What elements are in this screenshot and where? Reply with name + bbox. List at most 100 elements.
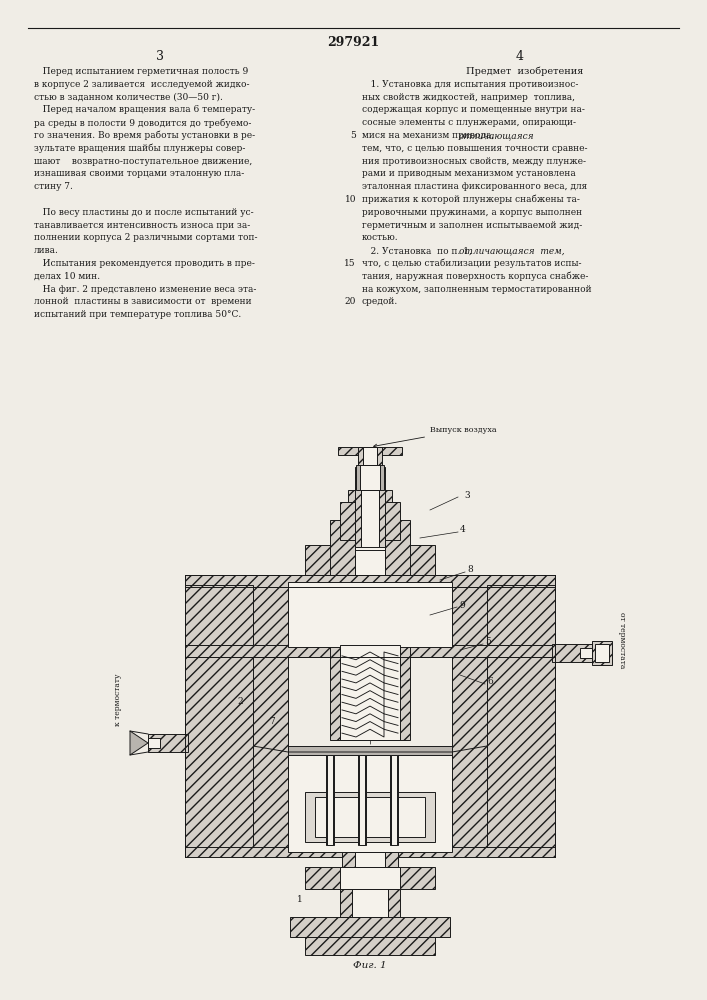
Bar bbox=[288, 582, 452, 647]
Text: отличающаяся: отличающаяся bbox=[459, 131, 534, 140]
Bar bbox=[185, 657, 253, 852]
Bar bbox=[452, 657, 487, 852]
Bar bbox=[355, 520, 385, 550]
Text: танавливается интенсивность износа при за-: танавливается интенсивность износа при з… bbox=[34, 221, 250, 230]
Text: Фиг. 1: Фиг. 1 bbox=[354, 960, 387, 970]
Text: испытаний при температуре топлива 50°С.: испытаний при температуре топлива 50°С. bbox=[34, 310, 241, 319]
Text: Перед испытанием герметичная полость 9: Перед испытанием герметичная полость 9 bbox=[34, 67, 248, 76]
Bar bbox=[288, 752, 452, 852]
Text: 7: 7 bbox=[269, 718, 275, 726]
Bar bbox=[330, 520, 355, 575]
Text: мися на механизм привода,: мися на механизм привода, bbox=[362, 131, 497, 140]
Text: полнении корпуса 2 различными сортами топ-: полнении корпуса 2 различными сортами то… bbox=[34, 233, 257, 242]
Bar bbox=[355, 852, 385, 867]
Bar bbox=[358, 755, 366, 845]
Text: 3: 3 bbox=[156, 50, 164, 64]
Bar bbox=[305, 937, 435, 955]
Text: стью в заданном количестве (30—50 г).: стью в заданном количестве (30—50 г). bbox=[34, 93, 223, 102]
Bar bbox=[338, 447, 402, 455]
Bar bbox=[148, 738, 160, 748]
Text: 4: 4 bbox=[460, 526, 466, 534]
Text: на кожухом, заполненным термостатированной: на кожухом, заполненным термостатированн… bbox=[362, 285, 592, 294]
Text: рами и приводным механизмом установлена: рами и приводным механизмом установлена bbox=[362, 169, 575, 178]
Bar bbox=[359, 755, 365, 845]
Bar bbox=[388, 889, 400, 917]
Text: ра среды в полости 9 доводится до требуемо-: ра среды в полости 9 доводится до требуе… bbox=[34, 118, 252, 128]
Bar bbox=[326, 755, 334, 845]
Text: 4: 4 bbox=[516, 50, 524, 64]
Text: костью.: костью. bbox=[362, 233, 399, 242]
Text: Испытания рекомендуется проводить в пре-: Испытания рекомендуется проводить в пре- bbox=[34, 259, 255, 268]
Bar bbox=[305, 867, 435, 889]
Text: герметичным и заполнен испытываемой жид-: герметичным и заполнен испытываемой жид- bbox=[362, 221, 583, 230]
Bar bbox=[452, 582, 487, 647]
Text: рировочными пружинами, а корпус выполнен: рировочными пружинами, а корпус выполнен bbox=[362, 208, 582, 217]
Bar bbox=[185, 847, 555, 857]
Bar bbox=[385, 852, 398, 867]
Bar bbox=[383, 502, 400, 540]
Text: 297921: 297921 bbox=[327, 35, 379, 48]
Text: эталонная пластина фиксированного веса, для: эталонная пластина фиксированного веса, … bbox=[362, 182, 588, 191]
Text: средой.: средой. bbox=[362, 297, 398, 306]
Bar bbox=[305, 545, 355, 575]
Text: тания, наружная поверхность корпуса снабже-: тания, наружная поверхность корпуса снаб… bbox=[362, 272, 588, 281]
Text: отличающаяся  тем,: отличающаяся тем, bbox=[459, 246, 564, 255]
Bar bbox=[253, 582, 288, 647]
Text: Предмет  изобретения: Предмет изобретения bbox=[467, 67, 584, 77]
Bar bbox=[363, 447, 377, 465]
Text: 8: 8 bbox=[467, 566, 473, 574]
Bar bbox=[185, 575, 555, 587]
Text: содержащая корпус и помещенные внутри на-: содержащая корпус и помещенные внутри на… bbox=[362, 105, 585, 114]
Bar bbox=[290, 917, 450, 937]
Text: изнашивая своими торцами эталонную пла-: изнашивая своими торцами эталонную пла- bbox=[34, 169, 244, 178]
Text: лива.: лива. bbox=[34, 246, 59, 255]
Text: от термостата: от термостата bbox=[618, 612, 626, 668]
Text: 1. Установка для испытания противоизнос-: 1. Установка для испытания противоизнос- bbox=[362, 80, 578, 89]
Text: 20: 20 bbox=[344, 297, 356, 306]
Bar bbox=[487, 657, 555, 852]
Text: На фиг. 2 представлено изменение веса эта-: На фиг. 2 представлено изменение веса эт… bbox=[34, 285, 257, 294]
Text: ных свойств жидкостей, например  топлива,: ных свойств жидкостей, например топлива, bbox=[362, 93, 575, 102]
Bar bbox=[185, 645, 555, 657]
Text: в корпусе 2 заливается  исследуемой жидко-: в корпусе 2 заливается исследуемой жидко… bbox=[34, 80, 250, 89]
Text: делах 10 мин.: делах 10 мин. bbox=[34, 272, 100, 281]
Bar bbox=[580, 648, 592, 658]
Text: тем, что, с целью повышения точности сравне-: тем, что, с целью повышения точности сра… bbox=[362, 144, 588, 153]
Text: к термостату: к термостату bbox=[114, 674, 122, 726]
Bar bbox=[385, 545, 435, 575]
Text: 5: 5 bbox=[485, 638, 491, 647]
Bar bbox=[288, 746, 452, 755]
Text: Перед началом вращения вала 6 температу-: Перед началом вращения вала 6 температу- bbox=[34, 105, 255, 114]
Bar bbox=[360, 465, 380, 490]
Polygon shape bbox=[130, 731, 148, 755]
Bar bbox=[487, 585, 555, 645]
Bar bbox=[357, 502, 383, 540]
Text: 1: 1 bbox=[297, 896, 303, 904]
Text: 2: 2 bbox=[237, 698, 243, 706]
Bar bbox=[595, 644, 609, 662]
Bar bbox=[253, 657, 288, 852]
Bar bbox=[592, 641, 612, 665]
Text: ния противоизносных свойств, между плунже-: ния противоизносных свойств, между плунж… bbox=[362, 157, 586, 166]
Text: 5: 5 bbox=[350, 131, 356, 140]
Bar bbox=[552, 644, 592, 662]
Bar bbox=[340, 867, 400, 889]
Bar bbox=[327, 755, 333, 845]
Bar bbox=[379, 467, 385, 547]
Text: стину 7.: стину 7. bbox=[34, 182, 73, 191]
Bar bbox=[315, 797, 425, 837]
Bar bbox=[305, 792, 435, 842]
Text: го значения. Во время работы установки в ре-: го значения. Во время работы установки в… bbox=[34, 131, 255, 140]
Bar bbox=[361, 467, 379, 547]
Bar bbox=[340, 502, 357, 540]
Text: Выпуск воздуха: Выпуск воздуха bbox=[373, 426, 496, 447]
Bar bbox=[148, 734, 188, 752]
Bar bbox=[330, 645, 410, 740]
Bar bbox=[342, 852, 355, 867]
Text: 2. Установка  по п. 1,: 2. Установка по п. 1, bbox=[362, 246, 474, 255]
Bar bbox=[348, 490, 392, 502]
Bar bbox=[185, 585, 253, 645]
Text: что, с целью стабилизации результатов испы-: что, с целью стабилизации результатов ис… bbox=[362, 259, 581, 268]
Text: 6: 6 bbox=[487, 678, 493, 686]
Bar bbox=[340, 889, 352, 917]
